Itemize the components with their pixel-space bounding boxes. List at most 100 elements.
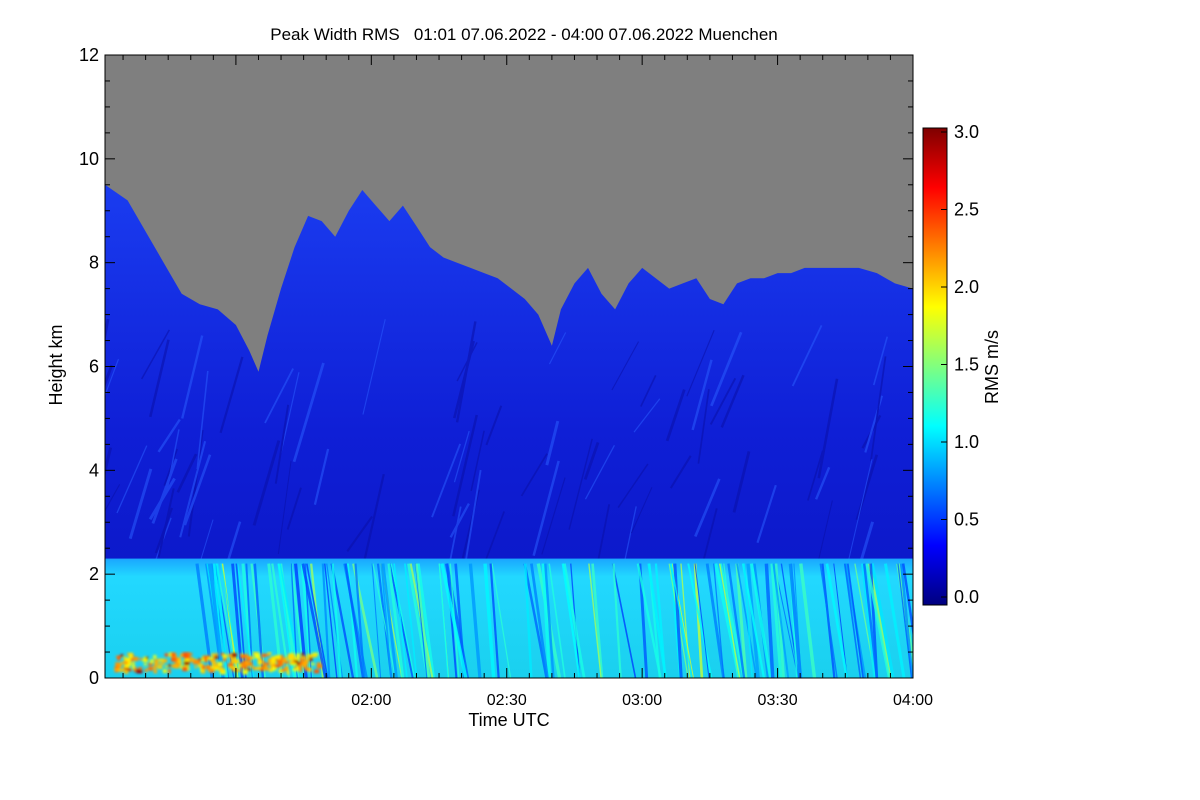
bl-streak — [489, 563, 500, 678]
surface-cell — [223, 657, 227, 662]
colorbar-gradient — [922, 127, 948, 606]
bl-streak — [563, 563, 586, 678]
surface-cell — [284, 661, 289, 664]
cloud-streaks — [105, 318, 889, 620]
surface-cell — [192, 660, 199, 665]
bl-streak — [736, 563, 758, 678]
bl-streak — [673, 563, 683, 678]
y-tick-label: 0 — [89, 668, 99, 688]
surface-cell — [260, 660, 265, 663]
surface-cell — [150, 659, 154, 664]
surface-cell — [129, 658, 133, 662]
bl-streak — [741, 563, 766, 678]
bl-streak — [833, 563, 848, 678]
cloud-streak — [105, 358, 120, 397]
surface-cell — [157, 665, 163, 669]
surface-cell — [148, 663, 153, 666]
surface-cell — [281, 668, 287, 672]
surface-cell — [162, 658, 168, 663]
surface-cell — [308, 667, 312, 672]
bl-streak — [330, 563, 355, 678]
cloud-streak — [709, 377, 737, 425]
surface-cell — [186, 652, 190, 658]
surface-cell — [301, 652, 304, 657]
cloud-streak — [848, 459, 873, 560]
cloud-streak — [791, 324, 823, 387]
x-tick-label: 01:30 — [216, 692, 256, 709]
surface-cell — [242, 669, 248, 675]
bl-streak — [393, 563, 408, 678]
surface-cell — [209, 666, 215, 669]
cloud-streak — [483, 511, 505, 565]
bl-streak — [591, 563, 604, 678]
surface-cell — [171, 652, 176, 657]
cloud-streak — [669, 455, 692, 489]
surface-cell — [292, 668, 297, 671]
surface-cell — [153, 669, 157, 674]
bl-streak — [416, 563, 435, 678]
bl-streak — [414, 563, 428, 678]
surface-cell — [148, 666, 154, 671]
surface-cell — [241, 664, 247, 669]
surface-cell — [123, 656, 126, 660]
surface-cell — [307, 656, 311, 661]
surface-cell — [270, 656, 276, 661]
surface-cell — [138, 667, 143, 670]
bl-streak — [862, 563, 879, 678]
surface-cell — [230, 655, 235, 660]
surface-cell — [215, 655, 219, 659]
surface-high-rms-band — [114, 652, 322, 675]
surface-cell — [115, 662, 120, 667]
surface-cell — [185, 658, 190, 662]
surface-cell — [311, 654, 317, 658]
surface-cell — [286, 670, 290, 675]
bl-streak — [541, 563, 552, 678]
bl-streak — [235, 563, 247, 678]
surface-cell — [177, 660, 182, 665]
surface-cell — [252, 666, 256, 671]
surface-cell — [186, 667, 190, 671]
surface-cell — [215, 653, 219, 656]
cloud-streak — [128, 468, 153, 540]
bl-streak — [371, 563, 382, 678]
bl-streak — [636, 563, 662, 678]
colorbar-tick-label: 3.0 — [954, 122, 979, 142]
surface-cell — [244, 661, 250, 665]
chart-title: Peak Width RMS 01:01 07.06.2022 - 04:00 … — [270, 25, 778, 44]
surface-cell — [275, 655, 281, 660]
cloud-streak — [611, 341, 640, 391]
cloud-streak — [105, 484, 121, 512]
bl-streak — [843, 563, 862, 678]
surface-cell — [218, 661, 223, 666]
bl-streak — [321, 563, 331, 678]
surface-cell — [124, 669, 129, 674]
bl-streak — [870, 563, 895, 678]
cloud-streak — [617, 463, 649, 508]
bl-streak — [687, 563, 713, 678]
bl-streak — [799, 563, 817, 678]
surface-cell — [139, 658, 143, 661]
surface-cell — [316, 662, 321, 667]
cloud-streak — [280, 372, 300, 454]
surface-cell — [276, 659, 283, 663]
surface-cell — [177, 662, 181, 667]
bl-streak — [415, 563, 431, 678]
surface-cell — [118, 668, 125, 672]
surface-cell — [153, 655, 157, 659]
cloud-streak — [807, 450, 824, 501]
bl-streak — [611, 563, 637, 678]
cloud-streak — [568, 438, 593, 530]
cloud-streak — [872, 336, 889, 386]
surface-cell — [123, 660, 128, 665]
surface-cell — [290, 661, 295, 664]
surface-cell — [261, 653, 266, 658]
bl-streak — [902, 563, 913, 639]
surface-cell — [220, 669, 226, 675]
surface-cell — [119, 662, 122, 668]
bl-streak — [324, 563, 338, 678]
surface-cell — [314, 669, 320, 674]
surface-cell — [231, 659, 238, 664]
cloud-streak — [756, 484, 777, 544]
cloud-streak — [157, 418, 181, 453]
surface-cell — [114, 669, 119, 673]
